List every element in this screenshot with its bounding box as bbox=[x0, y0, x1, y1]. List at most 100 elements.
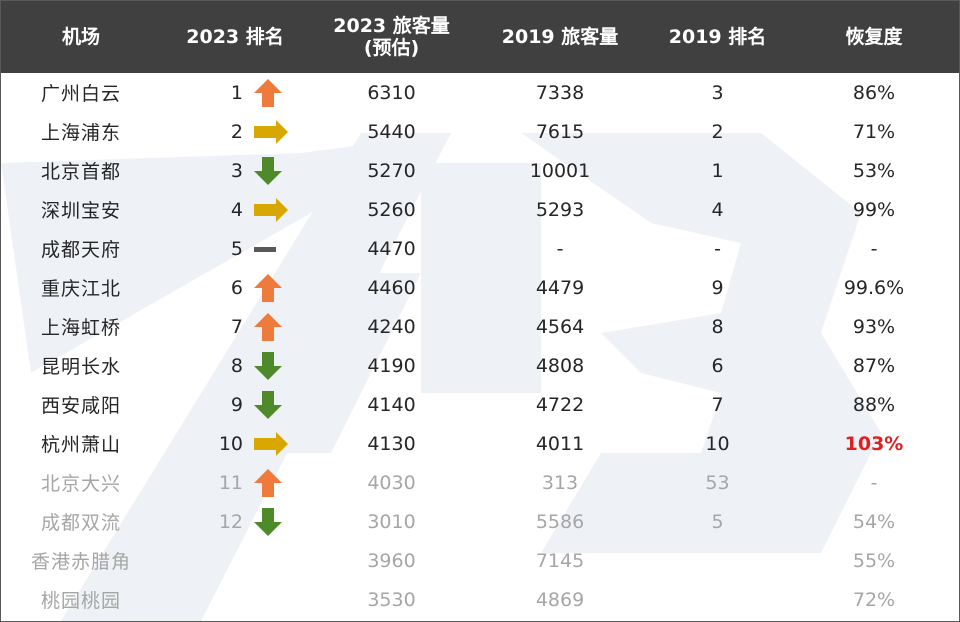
dash-icon bbox=[253, 236, 309, 262]
airport-name: 上海虹桥 bbox=[40, 317, 121, 339]
pax-2023: 3960 bbox=[367, 549, 416, 572]
header-pax-2023-line2: (预估) bbox=[363, 37, 420, 59]
header-pax-2023: 2023 旅客量 (预估) bbox=[309, 1, 474, 73]
rank-2023: 7 bbox=[230, 315, 243, 338]
rank-2019: 8 bbox=[711, 315, 724, 338]
table-row: 西安咸阳 9 4140 4722 7 88% bbox=[1, 385, 959, 424]
airport-name: 北京大兴 bbox=[40, 473, 121, 495]
rank-2023: 8 bbox=[230, 354, 243, 377]
airport-name: 昆明长水 bbox=[40, 356, 121, 378]
trend-cell bbox=[249, 112, 309, 151]
rank-2023: 6 bbox=[230, 276, 243, 299]
arrow-down-icon bbox=[253, 351, 309, 381]
arrow-down-icon bbox=[253, 507, 309, 537]
table-row: 昆明长水 8 4190 4808 6 87% bbox=[1, 346, 959, 385]
trend-cell bbox=[249, 268, 309, 307]
recovery: 103% bbox=[844, 432, 904, 455]
arrow-up-icon bbox=[253, 273, 309, 303]
rank-2023: 12 bbox=[218, 510, 243, 533]
rank-2023: 4 bbox=[230, 198, 243, 221]
rank-2023: 9 bbox=[230, 393, 243, 416]
airport-name: 香港赤腊角 bbox=[30, 551, 131, 573]
table-row: 广州白云 1 6310 7338 3 86% bbox=[1, 73, 959, 112]
trend-cell bbox=[249, 229, 309, 268]
pax-2019: 4564 bbox=[535, 315, 585, 338]
trend-cell bbox=[249, 385, 309, 424]
recovery: 54% bbox=[852, 510, 896, 533]
trend-cell bbox=[249, 424, 309, 463]
recovery: - bbox=[870, 237, 878, 260]
rank-2023: 2 bbox=[230, 120, 243, 143]
recovery: 99% bbox=[852, 198, 896, 221]
table-row: 北京大兴 11 4030 313 53 - bbox=[1, 463, 959, 502]
airport-name: 成都天府 bbox=[40, 239, 121, 261]
trend-cell bbox=[249, 151, 309, 190]
pax-2019: - bbox=[556, 237, 564, 260]
rank-2023: 1 bbox=[230, 81, 243, 104]
rank-2019: 6 bbox=[711, 354, 724, 377]
pax-2019: 4808 bbox=[535, 354, 585, 377]
pax-2023: 5260 bbox=[367, 198, 416, 221]
table-row: 成都双流 12 3010 5586 5 54% bbox=[1, 502, 959, 541]
rank-2019: 4 bbox=[711, 198, 724, 221]
airport-name: 上海浦东 bbox=[40, 122, 121, 144]
rank-2019: - bbox=[714, 237, 721, 260]
rank-2019: 3 bbox=[711, 81, 724, 104]
airport-name: 桃园桃园 bbox=[40, 590, 121, 612]
rank-2019: 5 bbox=[711, 510, 724, 533]
arrow-right-icon bbox=[253, 197, 309, 223]
pax-2019: 4011 bbox=[535, 432, 585, 455]
recovery: 88% bbox=[852, 393, 896, 416]
recovery: 87% bbox=[852, 354, 896, 377]
airport-name: 西安咸阳 bbox=[40, 395, 121, 417]
recovery: 71% bbox=[852, 120, 896, 143]
pax-2019: 7338 bbox=[535, 81, 585, 104]
recovery: 99.6% bbox=[843, 276, 905, 299]
arrow-right-icon bbox=[253, 119, 309, 145]
pax-2019: 7145 bbox=[535, 549, 585, 572]
pax-2023: 3530 bbox=[367, 588, 416, 611]
trend-cell bbox=[249, 190, 309, 229]
recovery: 93% bbox=[852, 315, 896, 338]
rank-2019 bbox=[646, 541, 789, 580]
table-row: 上海浦东 2 5440 7615 2 71% bbox=[1, 112, 959, 151]
rank-2019: 10 bbox=[705, 432, 730, 455]
pax-2019: 313 bbox=[541, 471, 579, 494]
rank-2019: 7 bbox=[711, 393, 724, 416]
trend-cell bbox=[249, 541, 309, 580]
rank-2019: 53 bbox=[705, 471, 730, 494]
rank-2023 bbox=[161, 541, 249, 580]
pax-2019: 4869 bbox=[535, 588, 585, 611]
arrow-up-icon bbox=[253, 78, 309, 108]
trend-cell bbox=[249, 307, 309, 346]
header-rank-2023: 2023 排名 bbox=[186, 26, 284, 48]
pax-2023: 4030 bbox=[367, 471, 416, 494]
pax-2019: 4479 bbox=[535, 276, 585, 299]
header-pax-2019: 2019 旅客量 bbox=[501, 26, 619, 48]
airport-name: 重庆江北 bbox=[40, 278, 121, 300]
header-rank-2019: 2019 排名 bbox=[668, 26, 767, 48]
rank-2019 bbox=[646, 580, 789, 619]
trend-cell bbox=[249, 502, 309, 541]
pax-2019: 10001 bbox=[529, 159, 591, 182]
pax-2023: 4130 bbox=[367, 432, 416, 455]
rank-2019: 9 bbox=[711, 276, 724, 299]
header-airport: 机场 bbox=[61, 26, 100, 48]
pax-2019: 5293 bbox=[535, 198, 585, 221]
table-row: 成都天府 5 4470 - - - bbox=[1, 229, 959, 268]
pax-2023: 4460 bbox=[367, 276, 416, 299]
rank-2023: 11 bbox=[218, 471, 243, 494]
airport-name: 成都双流 bbox=[40, 512, 121, 534]
header-recovery: 恢复度 bbox=[845, 26, 903, 48]
airport-name: 杭州萧山 bbox=[40, 434, 121, 456]
arrow-down-icon bbox=[253, 156, 309, 186]
rank-2023: 10 bbox=[218, 432, 243, 455]
recovery: 86% bbox=[852, 81, 896, 104]
recovery: 72% bbox=[852, 588, 896, 611]
airport-name: 广州白云 bbox=[40, 83, 121, 105]
pax-2023: 6310 bbox=[367, 81, 416, 104]
pax-2023: 4470 bbox=[367, 237, 416, 260]
pax-2023: 4240 bbox=[367, 315, 416, 338]
rank-2023: 5 bbox=[230, 237, 243, 260]
